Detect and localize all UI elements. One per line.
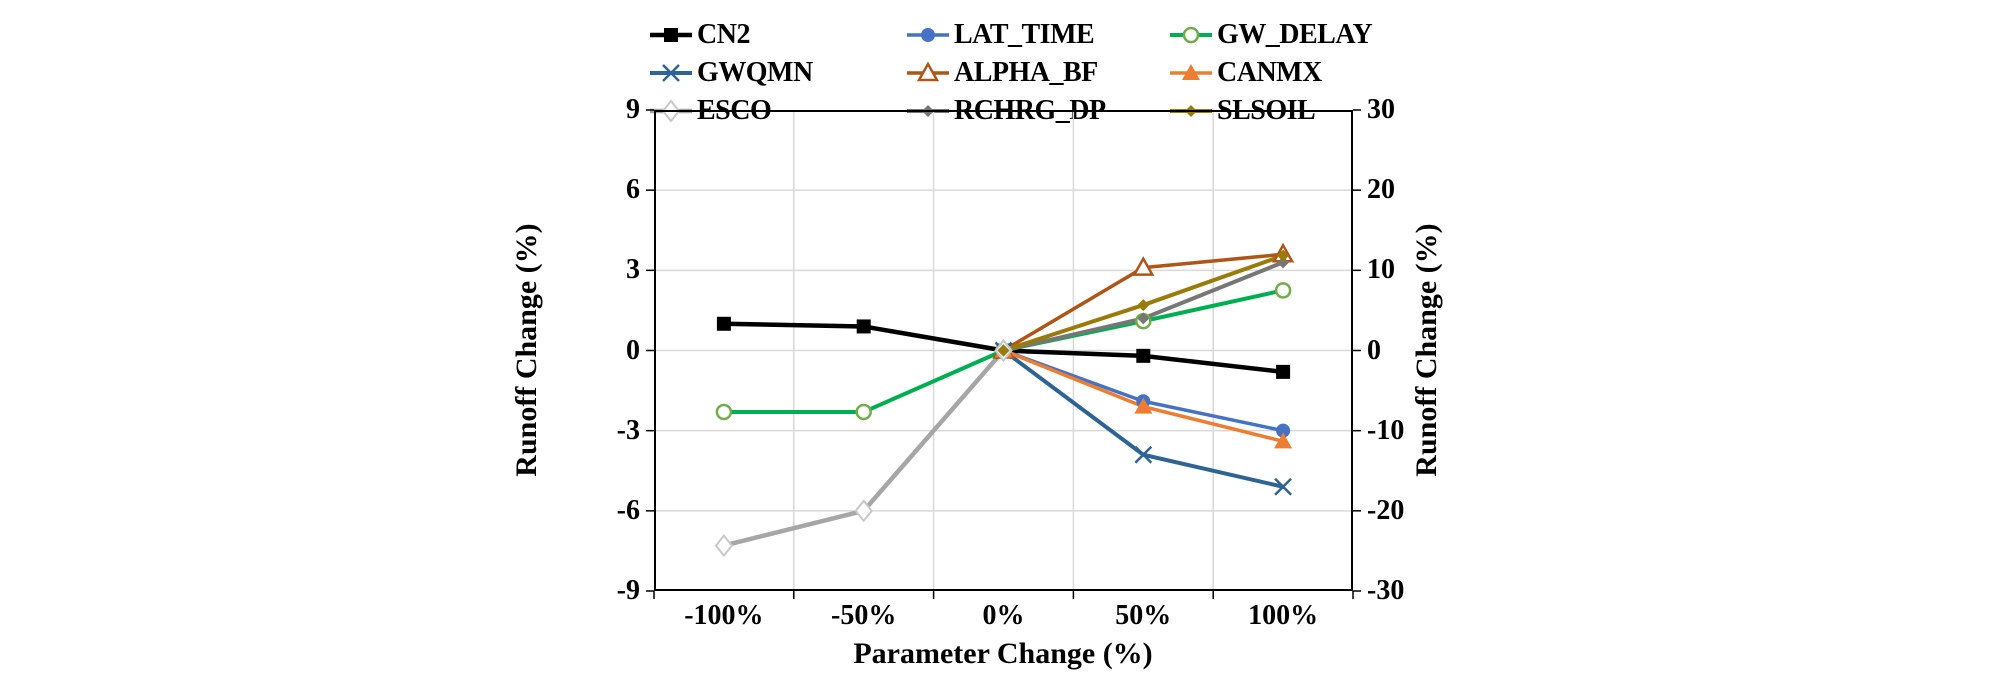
data-point-marker [1137, 312, 1150, 325]
data-point-marker [1182, 26, 1200, 44]
legend-item-CN2: CN2 [648, 19, 905, 51]
legend-item-GW_DELAY: GW_DELAY [1168, 19, 1428, 51]
data-point-marker [662, 64, 680, 82]
right-axis-tick-label: -20 [1367, 494, 1405, 526]
left-axis-tick-label: 3 [626, 254, 640, 286]
legend-item-LAT_TIME: LAT_TIME [905, 19, 1168, 51]
data-point-marker [1274, 432, 1293, 449]
data-point-marker [856, 319, 871, 334]
legend-label: GW_DELAY [1217, 19, 1373, 50]
data-point-marker [1182, 64, 1200, 80]
data-point-marker [1134, 397, 1153, 414]
left-axis-tick-label: 9 [626, 94, 640, 125]
data-point-marker [1137, 299, 1150, 312]
series-markers-SLSOIL [997, 249, 1290, 357]
left-axis-title: Runoff Change (%) [510, 223, 543, 477]
data-point-marker [664, 28, 678, 42]
series-markers-ESCO [714, 338, 1013, 558]
legend-item-ALPHA_BF: ALPHA_BF [905, 57, 1168, 89]
left-axis-tick-label: 0 [626, 334, 640, 366]
data-point-marker [1276, 423, 1291, 438]
data-point-marker [1274, 477, 1292, 496]
right-axis-tick-label: -30 [1367, 575, 1405, 606]
right-axis-tick-label: 0 [1367, 334, 1381, 366]
filled-circle-legend-icon [907, 28, 949, 42]
data-point-marker [716, 316, 731, 331]
x-axis-tick-label: 100% [1248, 600, 1319, 631]
x-axis-tick-label: -50% [831, 600, 897, 631]
legend-label: ALPHA_BF [954, 57, 1098, 88]
data-point-marker [1136, 348, 1151, 363]
plot-area [646, 109, 1361, 599]
x-axis-title: Parameter Change (%) [853, 637, 1153, 670]
x-axis-tick-label: -100% [684, 600, 764, 631]
legend-label: CN2 [697, 19, 750, 50]
plot-border [654, 110, 1353, 591]
legend-label: LAT_TIME [954, 19, 1095, 50]
right-axis-tick-label: 20 [1367, 174, 1395, 206]
legend: CN2 LAT_TIME GW_DELAY GWQMN ALPHA_BF CANMX ESC… [648, 16, 1428, 130]
data-point-marker [714, 533, 734, 558]
left-axis-tick-label: -9 [616, 575, 640, 606]
left-axis-tick-label: -6 [616, 494, 640, 526]
data-point-marker [715, 403, 733, 421]
data-point-marker [1277, 249, 1290, 262]
data-point-marker [1276, 364, 1291, 379]
data-point-marker [1274, 282, 1292, 299]
data-point-marker [1134, 445, 1153, 464]
data-point-marker [1132, 256, 1155, 276]
x-legend-icon [650, 64, 692, 82]
x-axis-tick-label: 0% [982, 600, 1025, 631]
legend-item-GWQMN: GWQMN [648, 57, 905, 89]
data-point-marker [855, 403, 872, 421]
open-circle-legend-icon [1170, 26, 1212, 44]
right-axis-tick-label: -10 [1367, 414, 1405, 446]
series-line-GWQMN [1001, 348, 1286, 489]
open-triangle-legend-icon [907, 61, 949, 82]
left-axis-tick-label: 6 [626, 174, 640, 206]
right-axis-tick-label: 10 [1367, 254, 1395, 286]
data-point-marker [997, 344, 1010, 357]
filled-square-legend-icon [650, 28, 692, 42]
right-axis-tick-label: 30 [1367, 94, 1395, 125]
data-point-marker [916, 61, 940, 82]
legend-label: CANMX [1217, 57, 1322, 88]
left-axis-tick-label: -3 [616, 414, 640, 446]
data-point-marker [1277, 256, 1290, 269]
legend-item-CANMX: CANMX [1168, 57, 1428, 89]
filled-triangle-legend-icon [1170, 64, 1212, 80]
legend-label: GWQMN [697, 57, 813, 88]
right-axis-title: Runoff Change (%) [1410, 223, 1443, 477]
data-point-marker [921, 28, 935, 42]
x-axis-tick-label: 50% [1115, 600, 1172, 631]
data-point-marker [854, 499, 873, 523]
